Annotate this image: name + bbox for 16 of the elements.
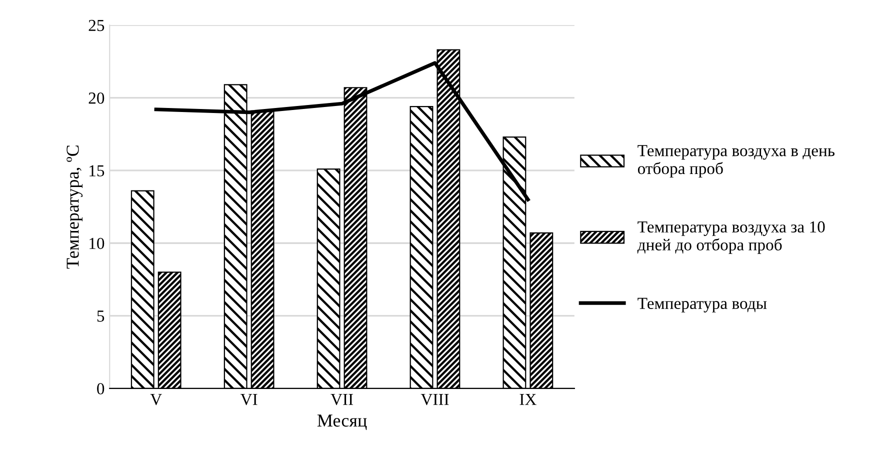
legend-label: Температура воздуха за 10 дней до отбора проб: [637, 221, 825, 254]
y-tick-label: 10: [90, 238, 104, 250]
y-tick-label: 25: [88, 20, 104, 32]
y-tick-label: 20: [88, 92, 104, 104]
y-axis-title: Температура, ºС: [66, 146, 83, 269]
x-tick-label: IX: [520, 394, 536, 405]
x-tick-label: VII: [330, 394, 354, 406]
y-tick-label: 15: [90, 165, 104, 176]
x-tick-label: VI: [240, 394, 258, 406]
legend-label: Температура воды: [638, 298, 767, 312]
x-axis-title: Месяц: [317, 414, 367, 430]
legend-label: Температура воздуха в день отбора проб: [638, 145, 835, 178]
x-tick-label: VIII: [420, 394, 449, 406]
y-tick-label: 0: [97, 383, 104, 394]
x-tick-label: V: [150, 394, 162, 406]
y-tick-label: 5: [97, 310, 104, 322]
